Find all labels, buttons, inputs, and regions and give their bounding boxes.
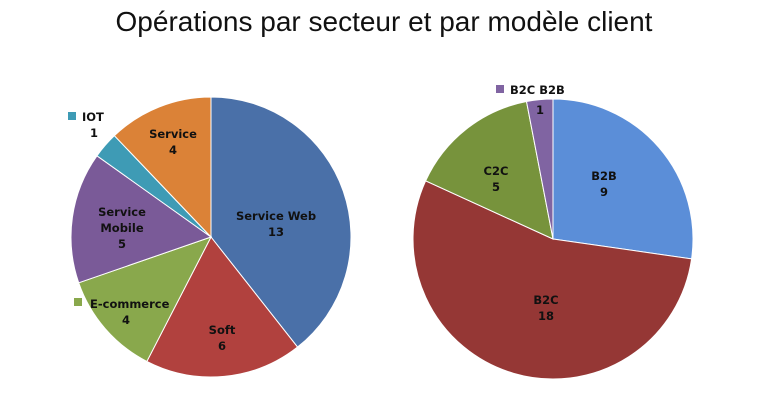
pie-slice-e-commerce	[78, 236, 213, 363]
pie-slice-c2c	[424, 100, 554, 240]
category-label-e-commerce: E-commerce	[90, 297, 170, 311]
chart-title: Opérations par secteur et par modèle cli…	[115, 6, 653, 37]
value-label-b2b: 9	[600, 185, 608, 199]
pie-slice-soft	[146, 236, 299, 378]
pie-chart-sector: Service Web 13 Soft 6 E-commerce Service Mobil…	[68, 96, 352, 378]
value-label-service-mobile: 5	[118, 237, 126, 251]
category-label-b2c: B2C	[533, 293, 558, 307]
pie-slice-service-web	[210, 96, 352, 348]
pie-slice-b2c-b2b	[525, 98, 554, 240]
category-label-service: Service	[149, 127, 197, 141]
legend-swatch-iot	[68, 112, 76, 120]
category-label-service-mobile: Mobile	[100, 221, 143, 235]
pie-chart-client-model: B2B 9 B2C 18 C2C 5 B2C B2B 1	[412, 83, 694, 380]
value-label-service-web: 13	[268, 225, 284, 239]
category-label-b2b: B2B	[591, 169, 617, 183]
pie-slice-service	[113, 96, 212, 239]
category-label-b2c-b2b: B2C B2B	[510, 83, 565, 97]
category-label-soft: Soft	[209, 323, 236, 337]
category-label-iot: IOT	[82, 110, 104, 124]
value-label-iot: 1	[90, 126, 98, 140]
pie-slice-b2c	[412, 180, 693, 380]
value-label-c2c: 5	[492, 180, 500, 194]
value-label-b2c-b2b: 1	[536, 103, 544, 117]
category-label-service-mobile: Service	[98, 205, 146, 219]
value-label-b2c: 18	[538, 309, 554, 323]
category-label-c2c: C2C	[484, 164, 509, 178]
legend-swatch-b2c-b2b	[496, 85, 504, 93]
pie-slice-b2b	[552, 98, 694, 260]
value-label-e-commerce: 4	[122, 313, 130, 327]
value-label-service: 4	[169, 143, 177, 157]
category-label-service-web: Service Web	[236, 209, 316, 223]
value-label-soft: 6	[218, 339, 226, 353]
pie-slice-service-mobile	[70, 155, 213, 284]
legend-swatch-e-commerce	[74, 298, 82, 306]
